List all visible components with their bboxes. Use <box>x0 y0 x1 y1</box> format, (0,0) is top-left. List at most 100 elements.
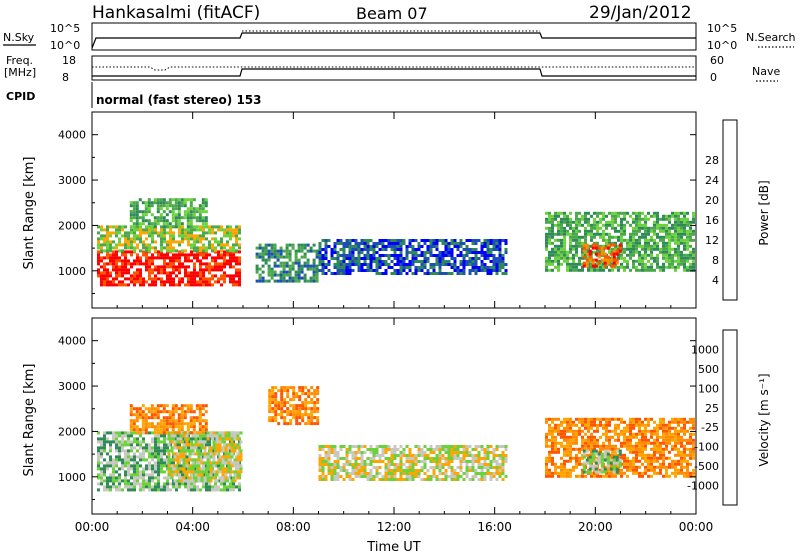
heatmap-cell <box>325 272 328 275</box>
heatmap-cell <box>557 451 560 454</box>
heatmap-cell <box>172 404 175 407</box>
heatmap-cell <box>686 224 689 227</box>
heatmap-cell <box>115 253 118 256</box>
heatmap-cell <box>382 254 385 257</box>
heatmap-cell <box>106 479 109 482</box>
heatmap-cell <box>614 475 617 478</box>
heatmap-cell <box>680 221 683 224</box>
heatmap-cell <box>671 239 674 242</box>
heatmap-cell <box>617 239 620 242</box>
heatmap-cell <box>225 434 228 437</box>
heatmap-cell <box>623 227 626 230</box>
heatmap-cell <box>187 404 190 407</box>
heatmap-cell <box>256 271 259 274</box>
heatmap-cell <box>115 243 118 246</box>
heatmap-cell <box>171 464 174 467</box>
heatmap-cell <box>623 439 626 442</box>
heatmap-cell <box>154 274 157 277</box>
heatmap-cell <box>385 445 388 448</box>
heatmap-cell <box>112 458 115 461</box>
heatmap-cell <box>391 448 394 451</box>
heatmap-cell <box>578 224 581 227</box>
heatmap-cell <box>439 266 442 269</box>
heatmap-cell <box>373 248 376 251</box>
heatmap-cell <box>653 233 656 236</box>
heatmap-cell <box>97 259 100 262</box>
heatmap-cell <box>611 448 614 451</box>
heatmap-cell <box>172 207 175 210</box>
heatmap-cell <box>563 245 566 248</box>
heatmap-cell <box>289 280 292 283</box>
heatmap-cell <box>181 413 184 416</box>
heatmap-cell <box>235 249 238 252</box>
heatmap-cell <box>220 249 223 252</box>
heatmap-cell <box>214 274 217 277</box>
heatmap-cell <box>214 268 217 271</box>
heatmap-cell <box>286 407 289 410</box>
heatmap-cell <box>601 253 604 256</box>
nsky-tick-bottom: 10^0 <box>50 39 80 52</box>
heatmap-cell <box>481 260 484 263</box>
heatmap-cell <box>226 485 229 488</box>
heatmap-cell <box>211 225 214 228</box>
heatmap-cell <box>484 242 487 245</box>
heatmap-cell <box>133 262 136 265</box>
heatmap-cell <box>148 455 151 458</box>
heatmap-cell <box>163 482 166 485</box>
heatmap-cell <box>313 274 316 277</box>
heatmap-cell <box>349 478 352 481</box>
heatmap-cell <box>623 454 626 457</box>
heatmap-cell <box>235 256 238 259</box>
heatmap-cell <box>583 256 586 259</box>
heatmap-cell <box>409 266 412 269</box>
heatmap-cell <box>668 233 671 236</box>
heatmap-cell <box>566 218 569 221</box>
heatmap-cell <box>211 237 214 240</box>
heatmap-cell <box>472 269 475 272</box>
heatmap-cell <box>178 283 181 286</box>
heatmap-cell <box>190 416 193 419</box>
heatmap-cell <box>400 245 403 248</box>
heatmap-cell <box>472 469 475 472</box>
heatmap-cell <box>463 269 466 272</box>
heatmap-cell <box>106 256 109 259</box>
heatmap-cell <box>478 451 481 454</box>
heatmap-cell <box>231 470 234 473</box>
heatmap-cell <box>613 244 616 247</box>
heatmap-cell <box>391 248 394 251</box>
heatmap-cell <box>569 475 572 478</box>
heatmap-cell <box>415 475 418 478</box>
heatmap-cell <box>551 269 554 272</box>
heatmap-cell <box>238 271 241 274</box>
heatmap-cell <box>181 277 184 280</box>
heatmap-cell <box>222 467 225 470</box>
heatmap-cell <box>686 269 689 272</box>
heatmap-cell <box>109 246 112 249</box>
heatmap-cell <box>178 204 181 207</box>
heatmap-cell <box>189 443 192 446</box>
heatmap-cell <box>205 277 208 280</box>
heatmap-cell <box>160 431 163 434</box>
heatmap-cell <box>196 416 199 419</box>
heatmap-cell <box>569 442 572 445</box>
heatmap-cell <box>656 448 659 451</box>
heatmap-cell <box>683 248 686 251</box>
heatmap-cell <box>587 218 590 221</box>
heatmap-cell <box>545 233 548 236</box>
heatmap-cell <box>493 263 496 266</box>
heatmap-cell <box>100 259 103 262</box>
heatmap-cell <box>205 280 208 283</box>
heatmap-cell <box>460 239 463 242</box>
heatmap-cell <box>216 446 219 449</box>
heatmap-cell <box>213 455 216 458</box>
heatmap-cell <box>620 472 623 475</box>
heatmap-cell <box>259 277 262 280</box>
heatmap-cell <box>385 457 388 460</box>
heatmap-cell <box>274 395 277 398</box>
heatmap-cell <box>235 240 238 243</box>
heatmap-cell <box>397 260 400 263</box>
heatmap-cell <box>127 237 130 240</box>
heatmap-cell <box>608 212 611 215</box>
heatmap-cell <box>216 440 219 443</box>
heatmap-cell <box>145 225 148 228</box>
